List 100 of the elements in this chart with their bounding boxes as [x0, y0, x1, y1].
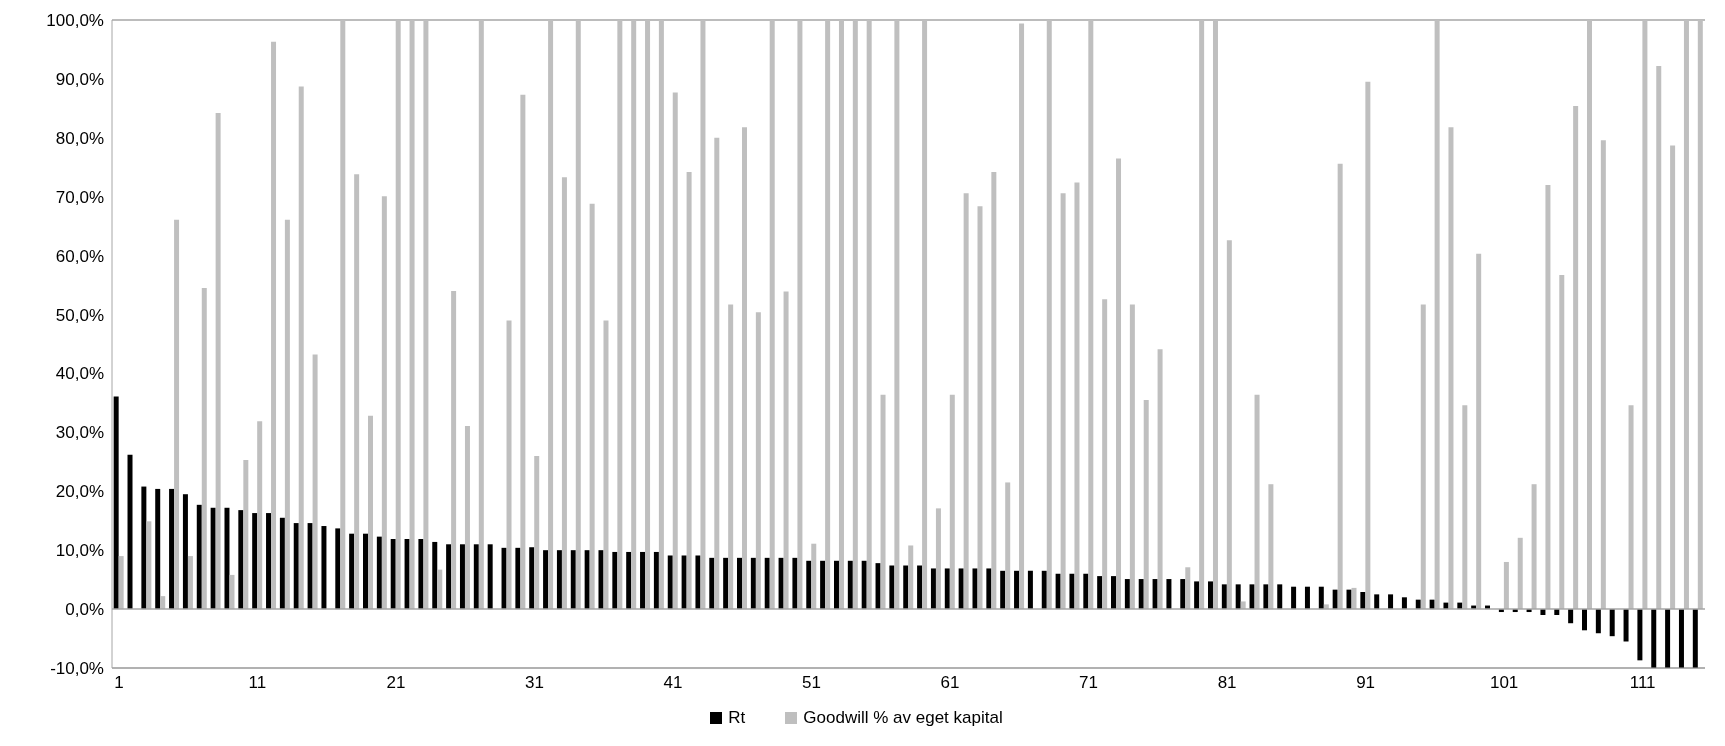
bar	[742, 127, 748, 610]
bar	[935, 508, 941, 610]
bar	[658, 20, 664, 610]
bar	[548, 20, 554, 610]
bar	[1263, 584, 1269, 610]
bar	[820, 560, 826, 610]
bar	[930, 568, 936, 610]
bar	[1046, 20, 1052, 610]
bar	[321, 526, 327, 610]
bar	[1185, 567, 1191, 610]
bar	[1152, 579, 1158, 610]
y-tick-label: -10,0%	[50, 659, 104, 679]
bar	[1207, 581, 1213, 610]
bar	[1102, 299, 1108, 610]
bar	[709, 557, 715, 610]
bar	[852, 20, 858, 610]
bar	[284, 219, 290, 610]
bar	[1559, 275, 1565, 610]
bar	[243, 460, 249, 610]
bar	[182, 494, 188, 610]
bar	[570, 550, 576, 610]
bar	[293, 523, 299, 610]
x-tick-label: 31	[525, 673, 544, 693]
bar	[1476, 253, 1482, 610]
bar	[1027, 570, 1033, 610]
bar	[423, 20, 429, 610]
bar	[1180, 579, 1186, 610]
bar	[811, 543, 817, 610]
bar	[169, 488, 175, 610]
bar	[728, 304, 734, 610]
bar	[977, 206, 983, 610]
bar	[700, 20, 706, 610]
bar	[1060, 193, 1066, 610]
x-tick-label: 91	[1356, 673, 1376, 693]
bar	[446, 544, 452, 610]
bar	[515, 547, 521, 610]
bar	[1434, 20, 1440, 610]
bar	[381, 196, 387, 610]
bar	[520, 94, 526, 610]
bar	[1240, 601, 1246, 610]
bar	[1351, 587, 1357, 610]
bar	[487, 544, 493, 610]
bar	[903, 565, 909, 610]
bar	[861, 560, 867, 610]
bar	[1226, 240, 1232, 610]
bar	[1420, 304, 1426, 610]
bar	[1268, 484, 1274, 610]
bar	[825, 20, 831, 610]
bar	[271, 41, 277, 610]
bar	[797, 20, 803, 610]
bar	[1249, 584, 1255, 610]
bar	[1568, 609, 1574, 624]
bar	[631, 20, 637, 610]
bar	[986, 568, 992, 610]
bar	[229, 574, 235, 610]
bar	[1692, 609, 1698, 668]
bar	[1069, 573, 1075, 610]
bar	[866, 20, 872, 610]
x-tick-label: 1	[114, 673, 124, 693]
bar	[127, 454, 133, 610]
bar	[806, 560, 812, 610]
bar	[529, 547, 535, 610]
bar	[778, 557, 784, 610]
bar	[1000, 570, 1006, 610]
bar	[1221, 584, 1227, 610]
bar	[598, 550, 604, 610]
bar	[307, 523, 313, 610]
bar	[418, 538, 424, 610]
bar	[1448, 127, 1454, 610]
bar	[363, 533, 368, 610]
y-tick-label: 100,0%	[46, 11, 104, 31]
bar	[1097, 576, 1103, 610]
bar	[1346, 589, 1352, 610]
bar	[672, 92, 678, 610]
bar	[755, 312, 761, 610]
bar	[1124, 579, 1130, 610]
bar	[437, 569, 443, 610]
bar	[612, 551, 618, 610]
x-tick-label: 41	[663, 673, 683, 693]
bar	[972, 568, 978, 610]
bar	[1573, 106, 1579, 610]
bar	[1074, 182, 1080, 610]
bar	[1014, 570, 1020, 610]
bar	[1388, 594, 1394, 610]
bar	[783, 291, 789, 610]
y-tick-label: 0,0%	[65, 600, 104, 620]
bar	[1005, 482, 1011, 610]
bar	[252, 513, 258, 610]
bar	[543, 550, 549, 610]
bar	[196, 504, 202, 610]
y-tick-label: 90,0%	[55, 69, 104, 89]
bar	[1462, 405, 1468, 610]
bar	[792, 557, 798, 610]
bar	[1129, 304, 1135, 610]
bar	[1166, 579, 1172, 610]
bar	[224, 507, 230, 610]
bar	[963, 193, 969, 610]
bar	[750, 557, 756, 610]
bar	[1670, 145, 1676, 610]
bar	[575, 20, 581, 610]
